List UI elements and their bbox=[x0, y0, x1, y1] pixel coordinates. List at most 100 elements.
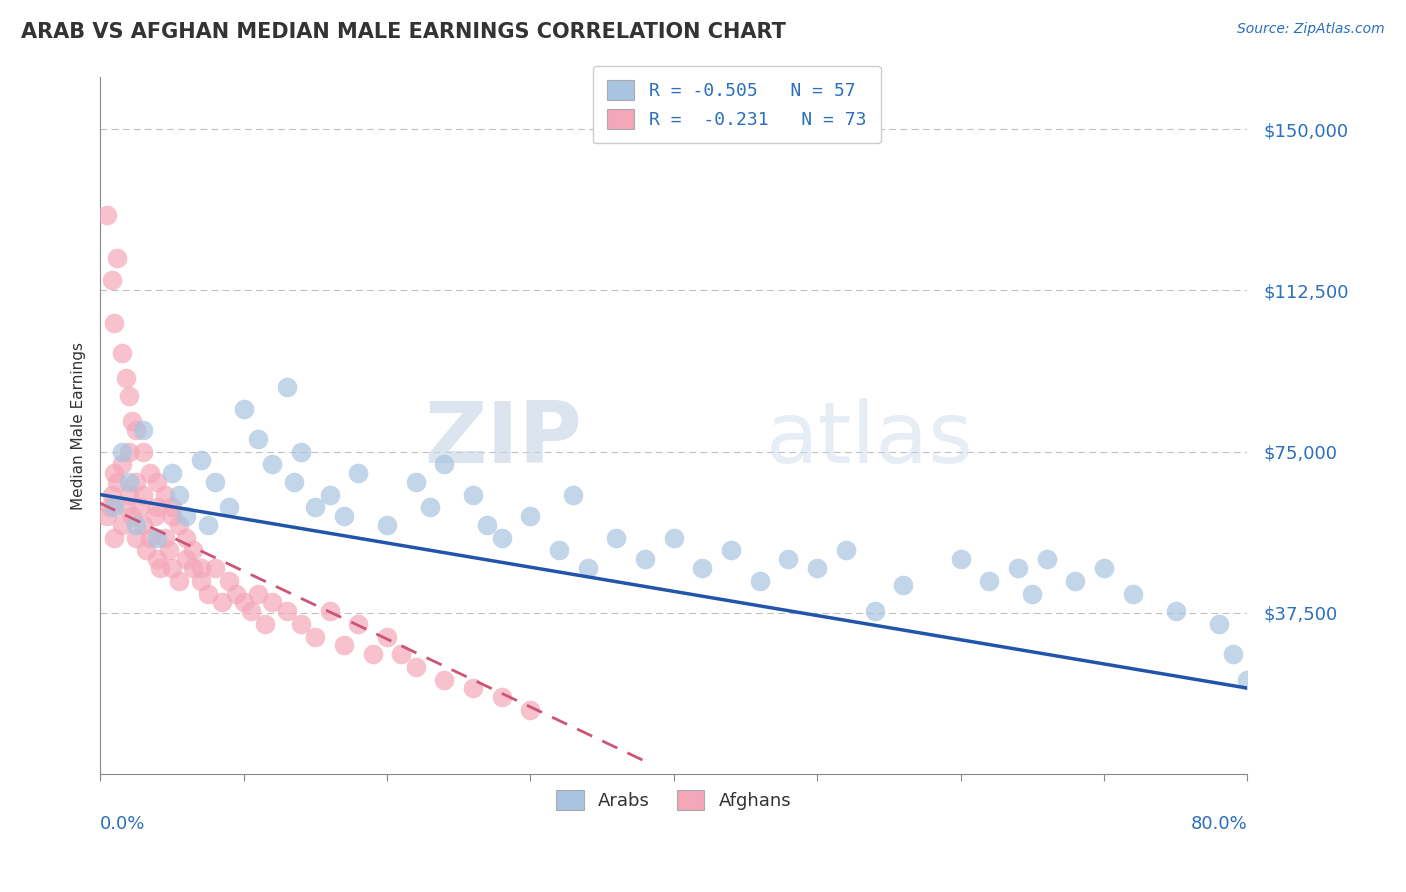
Point bbox=[190, 453, 212, 467]
Point bbox=[211, 595, 233, 609]
Point bbox=[491, 690, 513, 704]
Point bbox=[183, 543, 205, 558]
Point bbox=[333, 509, 356, 524]
Point bbox=[1236, 673, 1258, 687]
Point bbox=[276, 604, 298, 618]
Point bbox=[103, 316, 125, 330]
Point bbox=[111, 345, 134, 359]
Point bbox=[778, 552, 800, 566]
Point bbox=[174, 552, 197, 566]
Point bbox=[111, 517, 134, 532]
Point bbox=[167, 574, 190, 588]
Point bbox=[405, 659, 427, 673]
Point bbox=[146, 531, 169, 545]
Point bbox=[218, 574, 240, 588]
Point bbox=[283, 475, 305, 489]
Point bbox=[139, 466, 162, 480]
Point bbox=[1007, 560, 1029, 574]
Point bbox=[160, 500, 183, 515]
Point bbox=[118, 475, 141, 489]
Point bbox=[562, 487, 585, 501]
Point bbox=[548, 543, 571, 558]
Point bbox=[146, 475, 169, 489]
Point bbox=[111, 458, 134, 472]
Point bbox=[1035, 552, 1057, 566]
Point bbox=[105, 475, 128, 489]
Point bbox=[262, 458, 284, 472]
Legend: Arabs, Afghans: Arabs, Afghans bbox=[550, 783, 799, 817]
Point bbox=[576, 560, 599, 574]
Point bbox=[806, 560, 828, 574]
Point bbox=[232, 595, 254, 609]
Y-axis label: Median Male Earnings: Median Male Earnings bbox=[72, 342, 86, 510]
Point bbox=[183, 560, 205, 574]
Point bbox=[125, 423, 148, 437]
Point bbox=[519, 509, 541, 524]
Point bbox=[121, 509, 143, 524]
Point bbox=[121, 415, 143, 429]
Point bbox=[225, 586, 247, 600]
Point bbox=[692, 560, 714, 574]
Point bbox=[419, 500, 441, 515]
Point bbox=[1208, 616, 1230, 631]
Point bbox=[98, 500, 121, 515]
Point bbox=[197, 517, 219, 532]
Point bbox=[139, 531, 162, 545]
Point bbox=[262, 595, 284, 609]
Point bbox=[103, 500, 125, 515]
Point bbox=[174, 531, 197, 545]
Point bbox=[461, 681, 484, 695]
Point bbox=[132, 517, 155, 532]
Point bbox=[96, 509, 118, 524]
Point bbox=[461, 487, 484, 501]
Point bbox=[153, 487, 176, 501]
Point bbox=[318, 487, 340, 501]
Point bbox=[160, 509, 183, 524]
Point bbox=[347, 616, 370, 631]
Point bbox=[519, 703, 541, 717]
Point bbox=[143, 509, 166, 524]
Point bbox=[290, 616, 312, 631]
Point bbox=[276, 380, 298, 394]
Point bbox=[160, 560, 183, 574]
Point bbox=[720, 543, 742, 558]
Point bbox=[204, 560, 226, 574]
Point bbox=[375, 630, 398, 644]
Text: 0.0%: 0.0% bbox=[100, 815, 145, 833]
Point bbox=[129, 500, 152, 515]
Point bbox=[304, 500, 326, 515]
Point bbox=[389, 647, 412, 661]
Point bbox=[1064, 574, 1087, 588]
Point bbox=[254, 616, 277, 631]
Point bbox=[146, 552, 169, 566]
Point bbox=[748, 574, 770, 588]
Point bbox=[662, 531, 685, 545]
Point bbox=[125, 517, 148, 532]
Point bbox=[218, 500, 240, 515]
Point bbox=[246, 432, 269, 446]
Point bbox=[433, 673, 456, 687]
Point bbox=[347, 466, 370, 480]
Point bbox=[190, 574, 212, 588]
Point bbox=[105, 251, 128, 265]
Point bbox=[333, 638, 356, 652]
Point bbox=[174, 509, 197, 524]
Point bbox=[125, 475, 148, 489]
Point bbox=[118, 444, 141, 458]
Point bbox=[1092, 560, 1115, 574]
Point bbox=[135, 543, 157, 558]
Point bbox=[132, 487, 155, 501]
Point bbox=[103, 466, 125, 480]
Point bbox=[197, 586, 219, 600]
Point bbox=[835, 543, 858, 558]
Point bbox=[433, 458, 456, 472]
Point bbox=[477, 517, 499, 532]
Point bbox=[232, 401, 254, 416]
Point bbox=[204, 475, 226, 489]
Point bbox=[149, 560, 172, 574]
Point bbox=[146, 500, 169, 515]
Point bbox=[118, 487, 141, 501]
Point bbox=[246, 586, 269, 600]
Point bbox=[239, 604, 262, 618]
Point bbox=[361, 647, 384, 661]
